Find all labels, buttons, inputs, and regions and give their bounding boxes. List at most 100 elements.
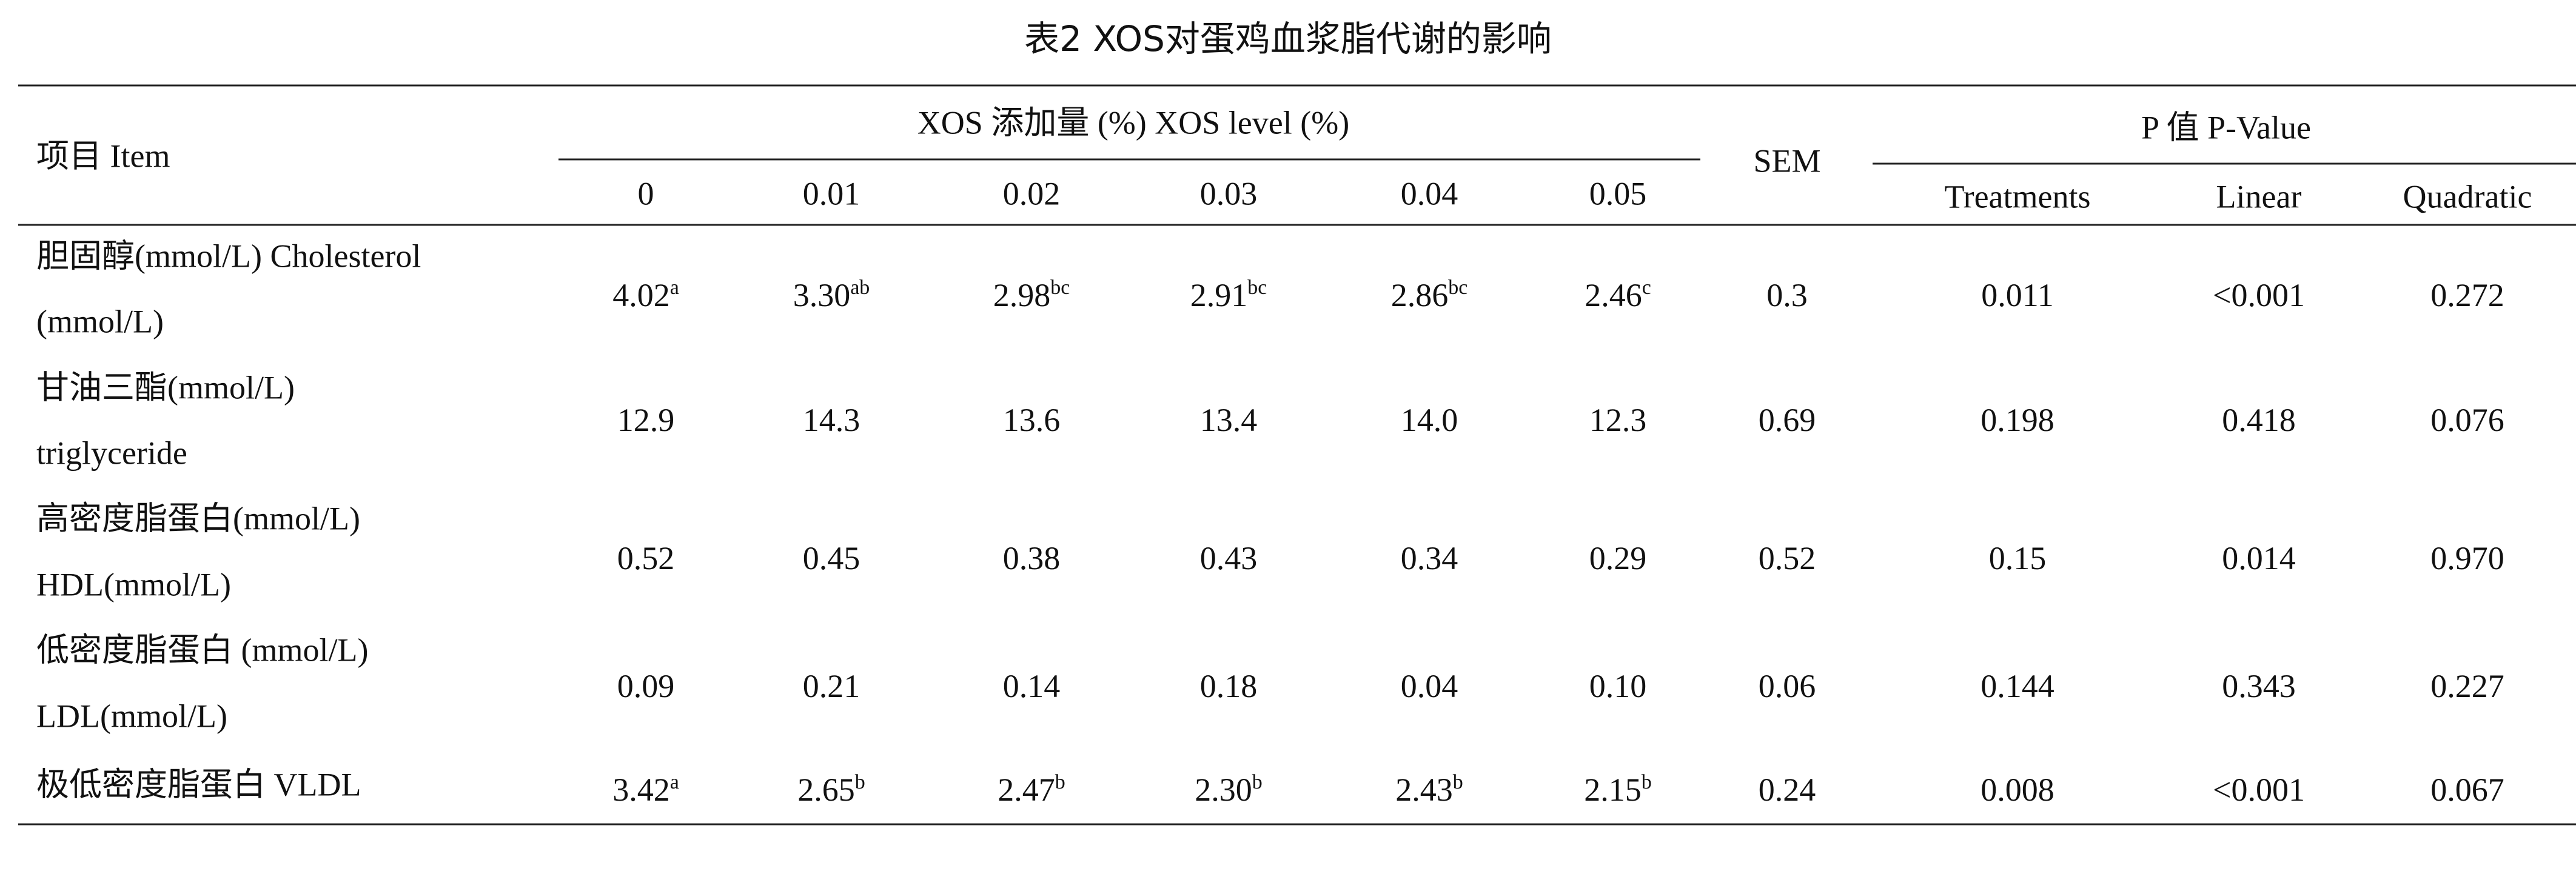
cell-value: 0.15 bbox=[1989, 540, 2047, 576]
cell-value: 2.91 bbox=[1190, 277, 1248, 313]
cell-value: 0.29 bbox=[1589, 540, 1647, 576]
cell: 0.09 bbox=[617, 668, 675, 704]
cell-value: <0.001 bbox=[2213, 772, 2305, 808]
row-label: HDL(mmol/L) bbox=[36, 566, 231, 602]
p-group-header: P 值 P-Value bbox=[2141, 109, 2311, 145]
cell-value: 2.30 bbox=[1195, 772, 1252, 808]
cell-value: 0.09 bbox=[617, 668, 675, 704]
cell-value: 12.9 bbox=[617, 402, 675, 438]
cell-superscript: ab bbox=[850, 276, 870, 299]
cell-value: 0.272 bbox=[2430, 277, 2504, 313]
cell-value: 0.52 bbox=[617, 540, 675, 576]
p-column-header: Quadratic bbox=[2403, 178, 2532, 215]
cell-value: 3.30 bbox=[793, 277, 851, 313]
cell-value: 0.418 bbox=[2222, 402, 2296, 438]
cell: 0.014 bbox=[2222, 540, 2296, 576]
cell: 2.30b bbox=[1195, 771, 1263, 809]
cell: 3.42a bbox=[612, 771, 679, 809]
cell: 0.04 bbox=[1401, 668, 1458, 704]
cell: 0.970 bbox=[2430, 540, 2504, 576]
cell-value: 2.15 bbox=[1584, 772, 1642, 808]
level-header: 0.04 bbox=[1401, 175, 1458, 212]
cell-superscript: bc bbox=[1247, 276, 1267, 299]
cell-superscript: b bbox=[1055, 771, 1065, 793]
cell-value: 0.69 bbox=[1759, 402, 1816, 438]
cell: 2.91bc bbox=[1190, 276, 1267, 314]
cell: 0.272 bbox=[2430, 277, 2504, 313]
cell-value: 0.144 bbox=[1981, 668, 2054, 704]
cell-value: 0.45 bbox=[803, 540, 860, 576]
cell: 0.29 bbox=[1589, 540, 1647, 576]
cell-value: 13.4 bbox=[1200, 402, 1258, 438]
cell-value: 0.52 bbox=[1759, 540, 1816, 576]
row-label: 甘油三酯(mmol/L) bbox=[36, 369, 295, 405]
cell-value: 0.10 bbox=[1589, 668, 1647, 704]
cell: 0.008 bbox=[1981, 772, 2054, 808]
cell-value: 14.3 bbox=[803, 402, 860, 438]
cell-value: 13.6 bbox=[1003, 402, 1061, 438]
cell-value: 0.38 bbox=[1003, 540, 1061, 576]
cell: 0.18 bbox=[1200, 668, 1258, 704]
cell-value: 0.18 bbox=[1200, 668, 1258, 704]
level-header: 0 bbox=[638, 175, 654, 212]
cell: 13.4 bbox=[1200, 402, 1258, 438]
cell: 0.14 bbox=[1003, 668, 1061, 704]
cell: 0.52 bbox=[1759, 540, 1816, 576]
cell-value: 0.014 bbox=[2222, 540, 2296, 576]
cell: 0.227 bbox=[2430, 668, 2504, 704]
cell: 0.69 bbox=[1759, 402, 1816, 438]
row-label: 高密度脂蛋白(mmol/L) bbox=[36, 500, 360, 536]
row-label: triglyceride bbox=[36, 435, 187, 471]
cell: 14.3 bbox=[803, 402, 860, 438]
cell-superscript: b bbox=[1453, 771, 1463, 793]
cell: 2.65b bbox=[797, 771, 865, 809]
cell: 0.011 bbox=[1981, 277, 2054, 313]
cell-value: 0.43 bbox=[1200, 540, 1258, 576]
cell-superscript: b bbox=[855, 771, 865, 793]
cell: 2.86bc bbox=[1391, 276, 1468, 314]
cell-value: 2.98 bbox=[993, 277, 1051, 313]
cell-value: 2.47 bbox=[998, 772, 1055, 808]
row-label: (mmol/L) bbox=[36, 303, 164, 339]
cell-superscript: b bbox=[1252, 771, 1263, 793]
cell: 0.067 bbox=[2430, 772, 2504, 808]
level-header: 0.01 bbox=[803, 175, 860, 212]
cell: 2.47b bbox=[998, 771, 1065, 809]
cell-value: 0.198 bbox=[1981, 402, 2054, 438]
p-column-header: Linear bbox=[2216, 178, 2302, 215]
cell-value: 4.02 bbox=[612, 277, 670, 313]
cell-value: 0.34 bbox=[1401, 540, 1458, 576]
cell-value: 0.06 bbox=[1759, 668, 1816, 704]
cell: 0.43 bbox=[1200, 540, 1258, 576]
cell: <0.001 bbox=[2213, 772, 2305, 808]
cell: 12.3 bbox=[1589, 402, 1647, 438]
cell: 0.06 bbox=[1759, 668, 1816, 704]
cell: 13.6 bbox=[1003, 402, 1061, 438]
cell-value: 0.067 bbox=[2430, 772, 2504, 808]
cell-value: 0.14 bbox=[1003, 668, 1061, 704]
cell-value: 0.04 bbox=[1401, 668, 1458, 704]
cell: 2.98bc bbox=[993, 276, 1070, 314]
cell-superscript: a bbox=[670, 276, 679, 299]
cell: 2.15b bbox=[1584, 771, 1652, 809]
cell-value: 2.86 bbox=[1391, 277, 1449, 313]
p-column-header: Treatments bbox=[1945, 178, 2091, 215]
cell-value: 0.011 bbox=[1981, 277, 2054, 313]
cell-value: 2.46 bbox=[1585, 277, 1642, 313]
cell-value: 2.65 bbox=[797, 772, 855, 808]
level-header: 0.02 bbox=[1003, 175, 1061, 212]
cell: 2.46c bbox=[1585, 276, 1651, 314]
cell: 0.076 bbox=[2430, 402, 2504, 438]
row-label: 胆固醇(mmol/L) Cholesterol bbox=[36, 238, 421, 274]
cell: 3.30ab bbox=[793, 276, 870, 314]
cell: 0.343 bbox=[2222, 668, 2296, 704]
cell-value: 14.0 bbox=[1401, 402, 1458, 438]
level-header: 0.05 bbox=[1589, 175, 1647, 212]
row-label: 极低密度脂蛋白 VLDL bbox=[36, 766, 361, 802]
cell-value: 3.42 bbox=[612, 772, 670, 808]
cell-value: 0.24 bbox=[1759, 772, 1816, 808]
cell: <0.001 bbox=[2213, 277, 2305, 313]
cell-superscript: bc bbox=[1448, 276, 1467, 299]
cell: 0.144 bbox=[1981, 668, 2054, 704]
